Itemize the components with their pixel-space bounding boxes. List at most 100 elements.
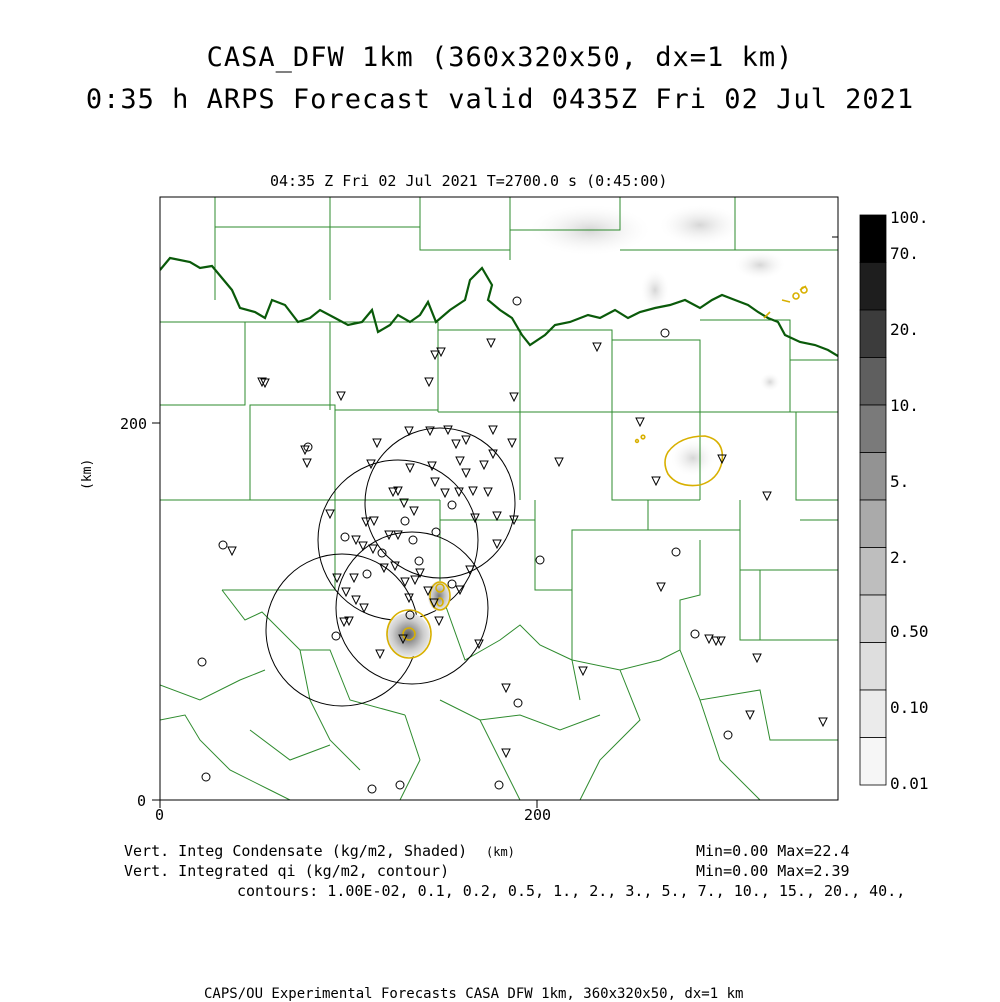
station-triangle — [369, 516, 379, 527]
station-triangle — [501, 683, 511, 694]
station-triangle — [430, 477, 440, 488]
x-tick-200: 200 — [524, 806, 552, 824]
station-triangle — [455, 585, 465, 596]
colorbar-swatch — [859, 547, 887, 596]
station-triangle — [257, 377, 267, 388]
station-triangle — [716, 636, 726, 647]
station-circle — [535, 555, 545, 565]
plot-subtitle: 04:35 Z Fri 02 Jul 2021 T=2700.0 s (0:45… — [270, 172, 668, 190]
station-triangle — [359, 603, 369, 614]
station-triangle — [711, 636, 721, 647]
station-triangle — [351, 595, 361, 606]
station-circle — [447, 579, 457, 589]
colorbar-swatch — [859, 642, 887, 691]
x-tick-0: 0 — [155, 806, 165, 824]
station-triangle — [440, 488, 450, 499]
station-triangle — [361, 517, 371, 528]
station-triangle — [451, 439, 461, 450]
station-triangle — [351, 535, 361, 546]
station-triangle — [409, 506, 419, 517]
station-triangle — [366, 459, 376, 470]
station-circle — [408, 535, 418, 545]
station-circle — [512, 296, 522, 306]
station-triangle — [344, 616, 354, 627]
station-triangle — [302, 458, 312, 469]
station-circle — [671, 547, 681, 557]
station-triangle — [465, 565, 475, 576]
station-triangle — [332, 573, 342, 584]
station-circle — [660, 328, 670, 338]
station-triangle — [423, 586, 433, 597]
station-triangle — [483, 487, 493, 498]
station-triangle — [656, 582, 666, 593]
map-frame — [159, 196, 839, 801]
colorbar-swatch — [859, 309, 887, 358]
ice-contours — [386, 285, 808, 659]
main-title-line2: 0:35 h ARPS Forecast valid 0435Z Fri 02 … — [85, 84, 915, 115]
station-circle — [377, 548, 387, 558]
station-triangle — [454, 487, 464, 498]
station-triangle — [405, 463, 415, 474]
colorbar-swatch — [859, 214, 887, 263]
station-circle — [303, 442, 313, 452]
station-triangle — [425, 426, 435, 437]
colorbar-swatch — [859, 594, 887, 643]
station-triangle — [390, 561, 400, 572]
station-triangle — [325, 509, 335, 520]
station-triangle — [384, 530, 394, 541]
state-border — [160, 256, 838, 357]
county-lines — [160, 197, 838, 800]
field2-label: Vert. Integrated qi (kg/m2, contour) — [124, 862, 450, 880]
station-triangle — [468, 486, 478, 497]
station-triangle — [818, 717, 828, 728]
station-circle — [723, 730, 733, 740]
station-triangle — [393, 530, 403, 541]
station-triangle — [752, 653, 762, 664]
station-triangle — [368, 544, 378, 555]
field2-stats: Min=0.00 Max=2.39 — [696, 862, 850, 880]
station-triangle — [404, 426, 414, 437]
station-triangle — [461, 435, 471, 446]
station-triangle — [429, 598, 439, 609]
station-triangle — [704, 634, 714, 645]
station-circle — [201, 772, 211, 782]
station-triangle — [388, 487, 398, 498]
station-triangle — [393, 486, 403, 497]
colorbar-swatch — [859, 262, 887, 311]
station-triangle — [358, 541, 368, 552]
station-triangle — [578, 666, 588, 677]
station-triangle — [339, 617, 349, 628]
station-triangle — [554, 457, 564, 468]
axis-ticks — [152, 236, 838, 808]
colorbar-label: 5. — [890, 472, 910, 491]
contour-levels: contours: 1.00E-02, 0.1, 0.2, 0.5, 1., 2… — [237, 882, 906, 900]
station-markers — [197, 296, 828, 794]
station-triangle — [443, 425, 453, 436]
station-triangle — [349, 573, 359, 584]
station-triangle — [509, 392, 519, 403]
station-triangle — [260, 378, 270, 389]
station-triangle — [336, 391, 346, 402]
colorbar-label: 10. — [890, 396, 919, 415]
station-circle — [414, 556, 424, 566]
station-triangle — [470, 513, 480, 524]
station-triangle — [486, 338, 496, 349]
station-triangle — [651, 476, 661, 487]
main-title-line1: CASA_DFW 1km (360x320x50, dx=1 km) — [206, 42, 794, 73]
station-circle — [400, 516, 410, 526]
station-triangle — [427, 461, 437, 472]
station-circle — [340, 532, 350, 542]
station-circle — [690, 629, 700, 639]
station-triangle — [509, 515, 519, 526]
station-triangle — [404, 593, 414, 604]
station-circle — [331, 631, 341, 641]
station-circle — [431, 527, 441, 537]
station-triangle — [501, 748, 511, 759]
station-triangle — [372, 438, 382, 449]
station-circle — [362, 569, 372, 579]
station-triangle — [461, 468, 471, 479]
station-triangle — [400, 577, 410, 588]
field1-stats: Min=0.00 Max=22.4 — [696, 842, 850, 860]
station-triangle — [375, 649, 385, 660]
colorbar-label: 100. — [890, 208, 929, 227]
